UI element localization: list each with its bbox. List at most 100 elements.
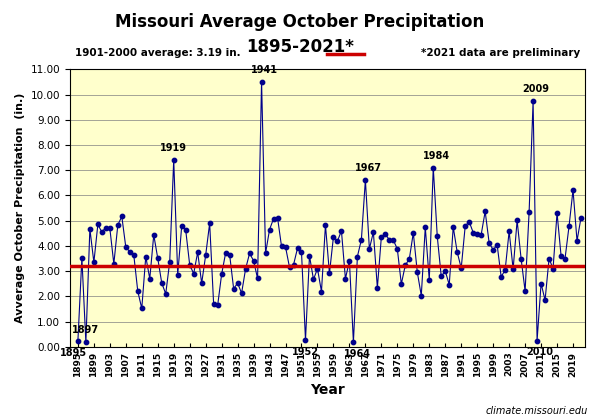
Point xyxy=(469,229,478,236)
Point xyxy=(181,227,190,234)
Point xyxy=(484,240,494,247)
Point xyxy=(113,222,122,228)
Point xyxy=(416,292,426,299)
Point xyxy=(257,78,266,85)
Point xyxy=(481,208,490,215)
Point xyxy=(373,284,382,291)
Point xyxy=(261,250,271,257)
Point xyxy=(205,220,214,227)
Point xyxy=(177,223,187,229)
Point xyxy=(129,252,139,258)
Text: 1941: 1941 xyxy=(251,65,278,75)
Point xyxy=(137,305,146,312)
Point xyxy=(472,231,482,237)
Point xyxy=(452,249,462,256)
Point xyxy=(544,255,554,262)
Point xyxy=(89,259,98,266)
Point xyxy=(536,280,546,287)
Text: 1952: 1952 xyxy=(292,346,319,357)
Point xyxy=(225,251,235,258)
Point xyxy=(368,229,378,236)
Point xyxy=(540,297,550,304)
Point xyxy=(496,273,506,280)
Text: 1895: 1895 xyxy=(60,348,87,358)
Point xyxy=(440,268,450,274)
Point xyxy=(397,281,406,287)
Point xyxy=(404,256,414,262)
Point xyxy=(296,249,306,255)
Point xyxy=(512,217,522,224)
Point xyxy=(289,262,298,268)
Point xyxy=(105,225,115,232)
Point xyxy=(365,246,374,252)
Point xyxy=(341,276,350,282)
Point xyxy=(85,226,95,232)
Point xyxy=(412,269,422,276)
Text: 1967: 1967 xyxy=(355,163,382,173)
Point xyxy=(421,224,430,231)
Text: Missouri Average October Precipitation: Missouri Average October Precipitation xyxy=(115,13,485,31)
Point xyxy=(448,224,458,231)
Point xyxy=(377,234,386,240)
Point xyxy=(424,277,434,284)
Point xyxy=(201,252,211,259)
Point xyxy=(568,186,578,193)
Point xyxy=(356,236,366,243)
Point xyxy=(189,270,199,277)
Point xyxy=(329,234,338,240)
X-axis label: Year: Year xyxy=(310,383,345,396)
Point xyxy=(389,237,398,244)
Point xyxy=(532,337,542,344)
Text: 1964: 1964 xyxy=(344,349,371,359)
Text: 2009: 2009 xyxy=(523,84,550,94)
Text: climate.missouri.edu: climate.missouri.edu xyxy=(486,406,588,416)
Point xyxy=(320,222,330,228)
Point xyxy=(237,290,247,297)
Point xyxy=(265,226,274,233)
Point xyxy=(520,288,530,294)
Point xyxy=(93,221,103,228)
Point xyxy=(301,337,310,344)
Point xyxy=(428,164,438,171)
Y-axis label: Avverage October Precipitation  (in.): Avverage October Precipitation (in.) xyxy=(15,93,25,323)
Point xyxy=(392,246,402,252)
Point xyxy=(197,280,206,286)
Point xyxy=(349,339,358,346)
Point xyxy=(73,338,83,344)
Point xyxy=(161,291,170,297)
Point xyxy=(229,285,238,292)
Point xyxy=(193,249,202,256)
Text: 1919: 1919 xyxy=(160,143,187,153)
Point xyxy=(97,229,107,236)
Point xyxy=(308,276,318,283)
Point xyxy=(332,238,342,244)
Point xyxy=(353,253,362,260)
Point xyxy=(508,266,518,273)
Point xyxy=(169,157,179,163)
Point xyxy=(121,244,131,251)
Point xyxy=(213,302,223,309)
Point xyxy=(217,271,226,278)
Point xyxy=(149,231,158,238)
Text: 1901-2000 average: 3.19 in.: 1901-2000 average: 3.19 in. xyxy=(75,48,241,58)
Point xyxy=(505,228,514,235)
Point xyxy=(464,218,474,225)
Point xyxy=(325,270,334,277)
Point xyxy=(548,265,558,272)
Point xyxy=(517,255,526,262)
Text: 1895-2021*: 1895-2021* xyxy=(246,38,354,56)
Point xyxy=(133,288,143,295)
Point xyxy=(500,267,510,273)
Point xyxy=(476,231,486,238)
Text: *2021 data are preliminary: *2021 data are preliminary xyxy=(421,48,580,58)
Point xyxy=(380,231,390,237)
Point xyxy=(221,249,230,256)
Point xyxy=(245,250,254,257)
Point xyxy=(157,280,167,286)
Point xyxy=(293,245,302,252)
Point xyxy=(552,210,562,216)
Point xyxy=(556,252,566,259)
Point xyxy=(524,209,534,216)
Point xyxy=(209,301,218,308)
Point xyxy=(153,255,163,262)
